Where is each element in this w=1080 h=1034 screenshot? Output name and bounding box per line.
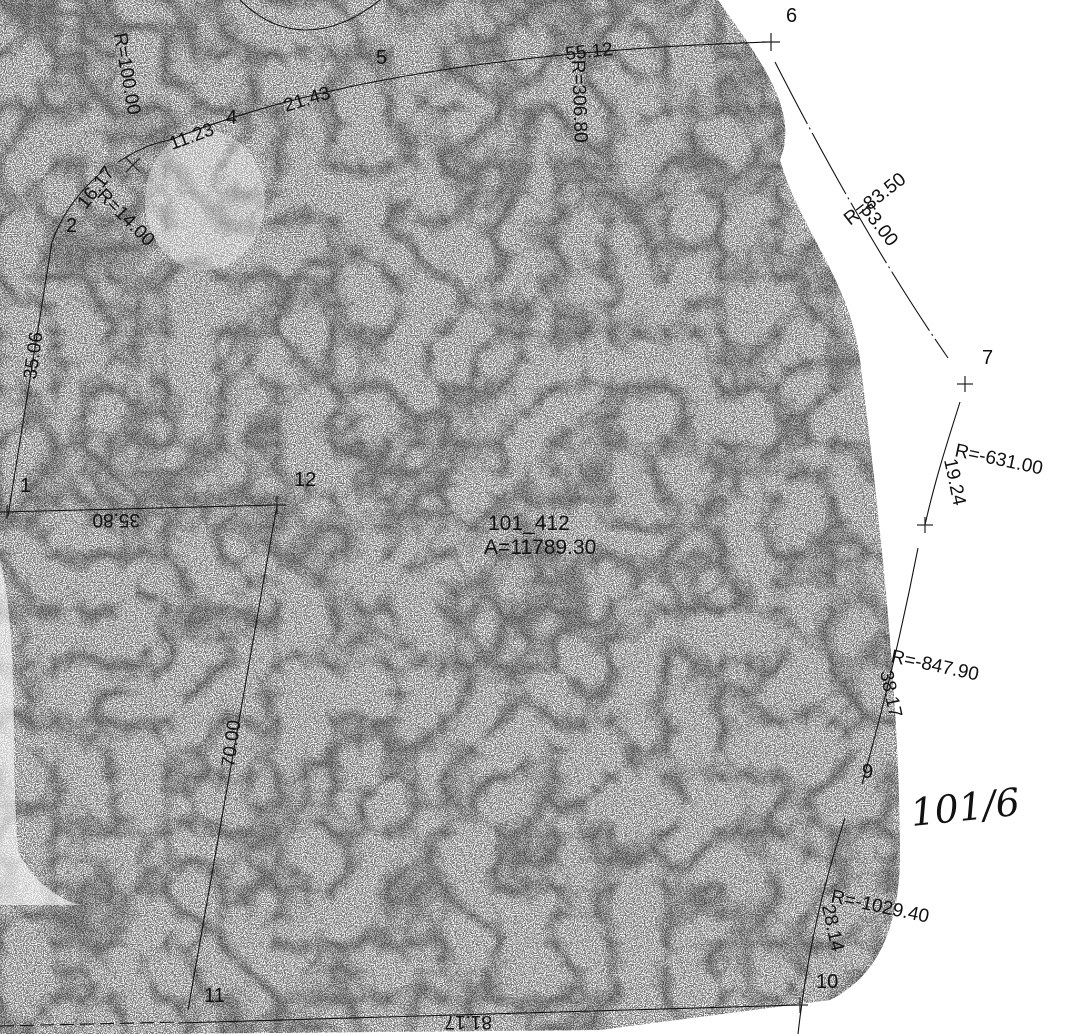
dim-81-17: 81.17 — [444, 1011, 492, 1032]
dim-53-00: 53.00 — [856, 200, 902, 250]
offsite-dashed-line — [0, 1021, 181, 1027]
marker-6 — [762, 33, 780, 51]
parcel-info: 101_412 A=11789.30 101/6 — [484, 512, 1022, 835]
dim-radius-306-80: R=306.80 — [567, 59, 591, 143]
boundary-1-2 — [7, 241, 53, 517]
marker-3 — [125, 157, 141, 173]
point-label-9: 9 — [862, 761, 873, 783]
marker-8 — [917, 517, 933, 533]
boundary-3-4 — [117, 139, 171, 163]
boundary-9-10 — [797, 817, 846, 1034]
boundary-2-3 — [51, 169, 105, 243]
marker-12 — [268, 496, 286, 514]
marker-10 — [792, 997, 808, 1013]
point-label-2: 2 — [66, 215, 77, 237]
boundary-12-1 — [0, 504, 278, 513]
point-label-12: 12 — [294, 469, 316, 491]
dim-55-12: 55.12 — [564, 39, 613, 65]
dim-19-24: 19.24 — [939, 457, 970, 508]
point-label-5: 5 — [376, 47, 387, 69]
point-label-11: 11 — [204, 985, 225, 1007]
boundary-4-6 — [169, 41, 771, 141]
marker-7 — [957, 376, 973, 392]
parcel-id: 101_412 — [488, 512, 570, 535]
boundary-7-8 — [924, 401, 961, 526]
scan-texture — [0, 0, 900, 1034]
marker-1 — [0, 505, 14, 519]
neighbor-arc — [239, 0, 381, 31]
dim-radius-631: R=-631.00 — [953, 440, 1045, 479]
point-label-7: 7 — [982, 347, 993, 369]
handwritten-parcel-number: 101/6 — [908, 780, 1022, 835]
point-label-10: 10 — [816, 971, 838, 993]
point-label-1: 1 — [20, 475, 31, 497]
boundary-11-12 — [187, 504, 278, 1011]
boundary-8-9 — [861, 547, 919, 785]
boundary-10-11 — [177, 1004, 801, 1024]
dim-radius-847-90: R=-847.90 — [889, 646, 981, 685]
point-label-6: 6 — [786, 5, 797, 27]
dim-35-80: 35.80 — [92, 509, 140, 530]
boundary-6-7 — [774, 61, 949, 359]
parcel-area: A=11789.30 — [484, 536, 596, 559]
point-markers — [0, 33, 973, 1013]
point-label-4: 4 — [226, 107, 237, 129]
point-labels: 1 2 4 5 6 7 9 10 11 12 — [20, 5, 993, 1007]
parcel-boundary — [0, 0, 961, 1034]
